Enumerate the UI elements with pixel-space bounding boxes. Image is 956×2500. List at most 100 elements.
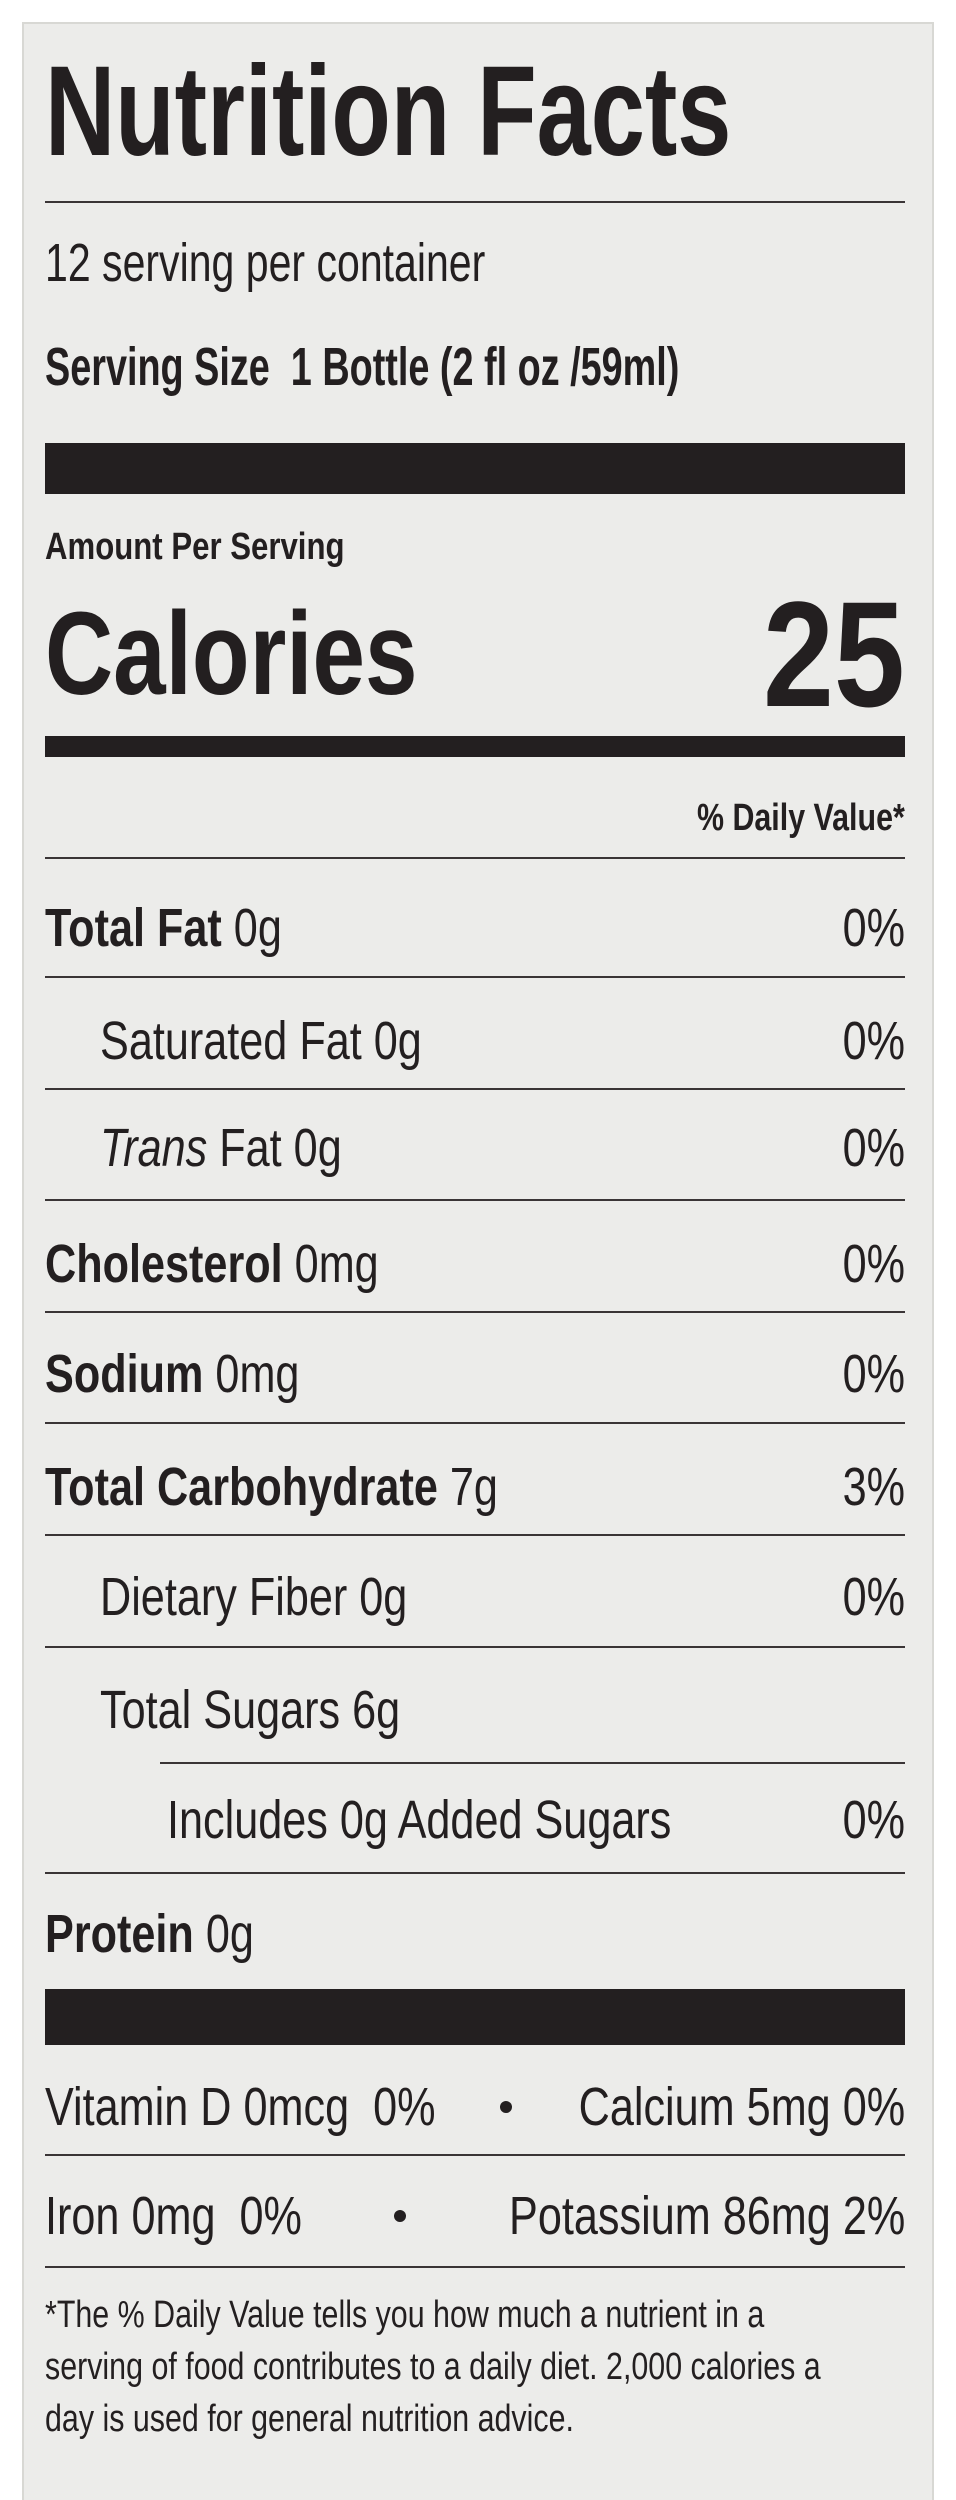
title-row: Nutrition Facts	[0, 40, 956, 183]
nutrient-label: Total Carbohydrate 7g	[45, 1452, 498, 1522]
rule	[45, 2266, 905, 2268]
nutrient-row: Sodium 0mg 0%	[0, 1339, 956, 1409]
rule	[45, 1872, 905, 1874]
rule	[45, 1199, 905, 1201]
nutrient-name: Includes 0g Added Sugars	[167, 1790, 672, 1850]
vitamin-left: Vitamin D 0mcg 0%	[45, 2072, 436, 2142]
servings-row: 12 serving per container	[0, 228, 956, 298]
nutrient-row: Protein 0g	[0, 1899, 956, 1969]
footnote-line: day is used for general nutrition advice…	[45, 2398, 574, 2440]
footnote-row: *The % Daily Value tells you how much a …	[0, 2289, 956, 2341]
nutrient-label: Dietary Fiber 0g	[100, 1562, 407, 1632]
amount-row: Amount Per Serving	[0, 512, 956, 582]
footnote-row: day is used for general nutrition advice…	[0, 2393, 956, 2445]
title: Nutrition Facts	[45, 40, 732, 183]
rule	[45, 1534, 905, 1536]
nutrient-label: Includes 0g Added Sugars	[167, 1785, 671, 1855]
medium-bar	[45, 736, 905, 757]
dv-header: % Daily Value*	[697, 797, 905, 839]
nutrient-dv: 0%	[842, 1344, 905, 1404]
calories-row: Calories 25	[0, 570, 956, 738]
serving-size: Serving Size 1 Bottle (2 fl oz /59ml)	[45, 332, 679, 402]
nutrient-row: Trans Fat 0g 0%	[0, 1113, 956, 1183]
nutrient-label: Sodium 0mg	[45, 1339, 299, 1409]
vitamin-name: Calcium 5mg	[578, 2077, 831, 2137]
nutrient-name: Protein	[45, 1904, 194, 1964]
bullet	[394, 2210, 406, 2222]
nutrient-label: Total Fat 0g	[45, 893, 282, 963]
calories-label: Calories	[45, 588, 418, 720]
nutrient-row: Total Carbohydrate 7g 3%	[0, 1452, 956, 1522]
nutrient-dv: 0%	[842, 1118, 905, 1178]
serving-size-value: 1 Bottle (2 fl oz /59ml)	[290, 337, 680, 397]
nutrient-name: Sodium	[45, 1344, 204, 1404]
nutrient-amount: 0g	[293, 1118, 342, 1178]
nutrient-dv: 0%	[842, 1567, 905, 1627]
servings: 12 serving per container	[45, 233, 486, 293]
rule	[45, 1088, 905, 1090]
vitamin-left: Iron 0mg 0%	[45, 2181, 302, 2251]
label-panel	[22, 22, 934, 2500]
vitamin-name: Potassium 86mg	[508, 2186, 831, 2246]
nutrient-label: Total Sugars 6g	[100, 1675, 400, 1745]
footnote-line: *The % Daily Value tells you how much a …	[45, 2294, 765, 2336]
vitamin-name: Vitamin D 0mcg	[45, 2077, 350, 2137]
rule	[45, 976, 905, 978]
vitamin-dv: 0%	[842, 2077, 905, 2137]
serving-size-row: Serving Size 1 Bottle (2 fl oz /59ml)	[0, 332, 956, 402]
nutrient-dv: 0%	[842, 1011, 905, 1071]
nutrient-amount: 0g	[359, 1567, 408, 1627]
nutrient-row: Dietary Fiber 0g 0%	[0, 1562, 956, 1632]
nutrient-name: Total Fat	[45, 898, 222, 958]
vitamin-right: Potassium 86mg 2%	[509, 2181, 905, 2251]
footnote-line: serving of food contributes to a daily d…	[45, 2346, 821, 2388]
nutrient-name-italic: Trans	[100, 1118, 208, 1178]
nutrient-row: Saturated Fat 0g 0%	[0, 1006, 956, 1076]
nutrient-dv: 3%	[842, 1457, 905, 1517]
bullet	[500, 2101, 512, 2113]
vitamin-row: Vitamin D 0mcg 0% Calcium 5mg 0%	[0, 2072, 956, 2142]
rule	[45, 2154, 905, 2156]
rule	[45, 201, 905, 203]
vitamin-dv: 0%	[373, 2077, 436, 2137]
amount-header: Amount Per Serving	[45, 526, 345, 568]
nutrient-row: Total Fat 0g 0%	[0, 893, 956, 963]
nutrient-row: Cholesterol 0mg 0%	[0, 1229, 956, 1299]
vitamin-dv: 0%	[239, 2186, 302, 2246]
nutrient-amount: 7g	[449, 1457, 498, 1517]
vitamin-name: Iron 0mg	[45, 2186, 216, 2246]
nutrient-label: Protein 0g	[45, 1899, 254, 1969]
nutrient-amount: 0g	[373, 1011, 422, 1071]
vitamin-dv: 2%	[842, 2186, 905, 2246]
nutrient-amount: 0mg	[294, 1234, 379, 1294]
nutrient-row: Includes 0g Added Sugars 0%	[0, 1785, 956, 1855]
rule	[45, 1422, 905, 1424]
thick-bar	[45, 1989, 905, 2045]
nutrient-amount: 6g	[352, 1680, 401, 1740]
nutrient-label: Cholesterol 0mg	[45, 1229, 379, 1299]
thick-bar	[45, 443, 905, 494]
nutrient-name: Saturated Fat	[100, 1011, 362, 1071]
nutrient-amount: 0mg	[215, 1344, 300, 1404]
nutrient-name: Dietary Fiber	[100, 1567, 348, 1627]
nutrient-name: Fat	[219, 1118, 282, 1178]
rule	[45, 1311, 905, 1313]
nutrient-amount: 0g	[233, 898, 282, 958]
nutrient-dv: 0%	[842, 1790, 905, 1850]
nutrient-name: Total Sugars	[100, 1680, 341, 1740]
nutrient-label: Saturated Fat 0g	[100, 1006, 422, 1076]
vitamin-right: Calcium 5mg 0%	[578, 2072, 905, 2142]
nutrient-amount: 0g	[205, 1904, 254, 1964]
rule	[160, 1762, 905, 1764]
nutrient-label: Trans Fat 0g	[100, 1113, 342, 1183]
nutrient-name: Cholesterol	[45, 1234, 283, 1294]
calories-value: 25	[763, 570, 905, 738]
footnote-row: serving of food contributes to a daily d…	[0, 2341, 956, 2393]
vitamin-row: Iron 0mg 0% Potassium 86mg 2%	[0, 2181, 956, 2251]
nutrient-name: Total Carbohydrate	[45, 1457, 438, 1517]
rule	[45, 857, 905, 859]
nutrient-row: Total Sugars 6g	[0, 1675, 956, 1745]
rule	[45, 1646, 905, 1648]
serving-size-label: Serving Size	[45, 337, 270, 397]
